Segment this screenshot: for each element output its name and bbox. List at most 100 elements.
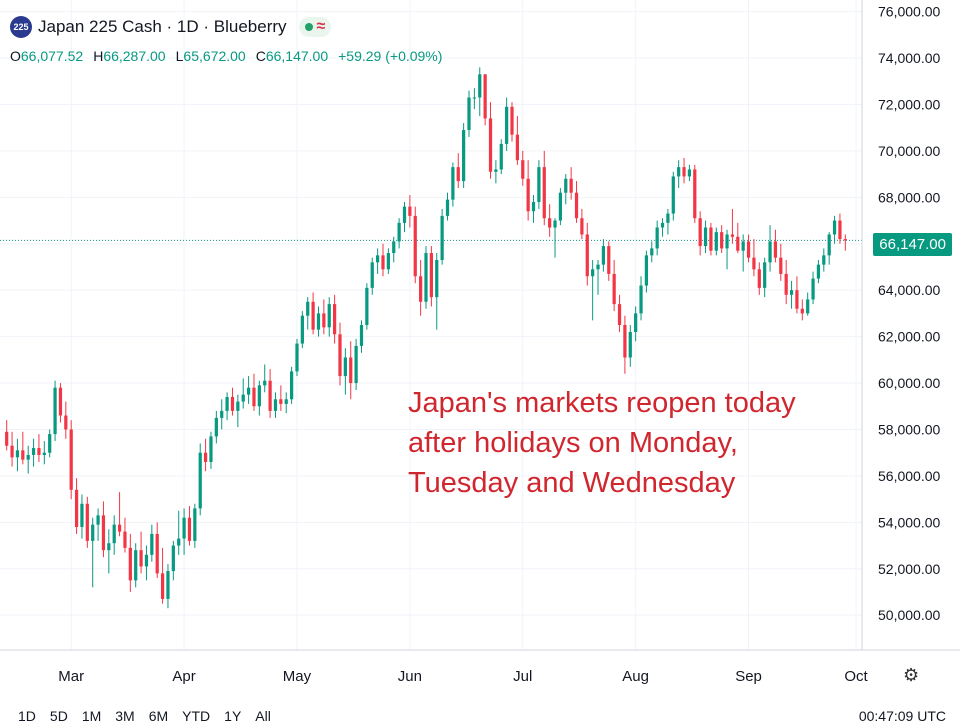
candle <box>655 220 659 256</box>
candle <box>354 338 358 390</box>
range-1d[interactable]: 1D <box>18 708 36 724</box>
candle-body <box>564 178 568 193</box>
candle <box>435 253 439 330</box>
candle-body <box>349 357 353 384</box>
candle-body <box>241 394 245 402</box>
chart-title[interactable]: Japan 225 Cash · 1D · Blueberry <box>38 17 287 36</box>
candle-body <box>134 550 138 581</box>
candle <box>193 503 197 548</box>
candle-body <box>709 227 713 251</box>
candle-body <box>306 301 310 316</box>
candle <box>10 431 14 467</box>
candle <box>21 431 25 465</box>
candle-body <box>53 387 57 435</box>
candle <box>703 220 708 254</box>
candle <box>445 192 450 221</box>
candle-body <box>370 262 374 288</box>
candle-body <box>5 431 9 446</box>
candle-body <box>69 429 73 490</box>
candle-body <box>730 234 735 237</box>
candle-body <box>209 436 213 462</box>
candle-body <box>123 531 127 548</box>
candle-body <box>510 106 514 135</box>
candle <box>488 102 493 179</box>
candle-body <box>381 255 385 270</box>
utc-clock[interactable]: 00:47:09 UTC <box>858 708 946 724</box>
ohlc-change: +59.29 (+0.09%) <box>338 48 443 64</box>
price-axis: 76,000.00 74,000.00 72,000.00 70,000.00 68,0… <box>861 0 940 650</box>
candle <box>214 410 218 444</box>
candle <box>440 208 444 265</box>
candle <box>537 160 541 209</box>
candle <box>424 246 428 309</box>
candle-body <box>96 515 100 525</box>
time-axis: Mar Apr May Jun Jul Aug Sep Oct <box>0 649 960 685</box>
candle <box>795 276 799 314</box>
candle-body <box>220 410 224 418</box>
x-tick-label: Oct <box>844 668 868 685</box>
candle-body <box>327 304 331 328</box>
candle-body <box>376 255 380 263</box>
range-6m[interactable]: 6M <box>148 708 169 724</box>
candle <box>607 241 611 281</box>
candle <box>462 123 466 189</box>
candle <box>42 441 46 465</box>
candle <box>15 438 20 472</box>
candle <box>64 401 68 439</box>
candle-body <box>429 253 433 298</box>
candle <box>311 292 315 335</box>
candle-body <box>58 387 63 416</box>
candle <box>31 438 36 467</box>
candle <box>96 508 100 541</box>
candle <box>322 299 326 335</box>
candle-body <box>456 167 460 182</box>
candle-body <box>300 315 304 344</box>
candle-body <box>42 452 46 455</box>
candle-body <box>693 169 697 219</box>
ohlc-close: C66,147.00 <box>255 48 329 64</box>
candle-body <box>612 273 616 305</box>
range-1y[interactable]: 1Y <box>224 708 242 724</box>
candle <box>295 338 299 377</box>
candle-body <box>392 241 396 254</box>
candle <box>521 150 525 186</box>
candle <box>225 392 229 421</box>
last-price-label: 66,147.00 <box>873 233 952 256</box>
range-1m[interactable]: 1M <box>81 708 102 724</box>
candle-body <box>408 206 412 216</box>
candle-body <box>462 130 466 182</box>
candle-body <box>752 257 756 270</box>
candle-body <box>177 538 181 546</box>
candle-body <box>413 215 417 277</box>
candle-body <box>236 401 240 411</box>
candle <box>510 102 514 142</box>
range-ytd[interactable]: YTD <box>182 708 211 724</box>
candle <box>365 283 369 330</box>
candle-body <box>112 524 116 544</box>
candle <box>160 547 165 604</box>
candle-body <box>725 234 729 249</box>
candle <box>101 501 106 558</box>
candle-body <box>499 143 503 170</box>
candle-body <box>263 380 267 386</box>
candle <box>639 276 643 321</box>
range-all[interactable]: All <box>255 708 271 724</box>
candle <box>596 260 600 295</box>
settings-gear-icon[interactable]: ⚙ <box>903 665 920 685</box>
market-status-badge[interactable]: ≈ <box>298 17 332 37</box>
y-tick-label: 50,000.00 <box>878 607 940 623</box>
range-5d[interactable]: 5D <box>49 708 68 724</box>
candle <box>338 322 342 386</box>
candle <box>660 218 665 237</box>
y-tick-label: 72,000.00 <box>878 96 940 112</box>
symbol-badge-icon[interactable]: 225 <box>10 16 32 38</box>
candle <box>26 445 30 474</box>
range-3m[interactable]: 3M <box>115 708 135 724</box>
candle-body <box>666 213 670 223</box>
candle-body <box>542 167 546 219</box>
candle <box>784 260 788 305</box>
candle <box>117 492 122 537</box>
candle-body <box>10 445 14 458</box>
candle-body <box>531 201 536 212</box>
